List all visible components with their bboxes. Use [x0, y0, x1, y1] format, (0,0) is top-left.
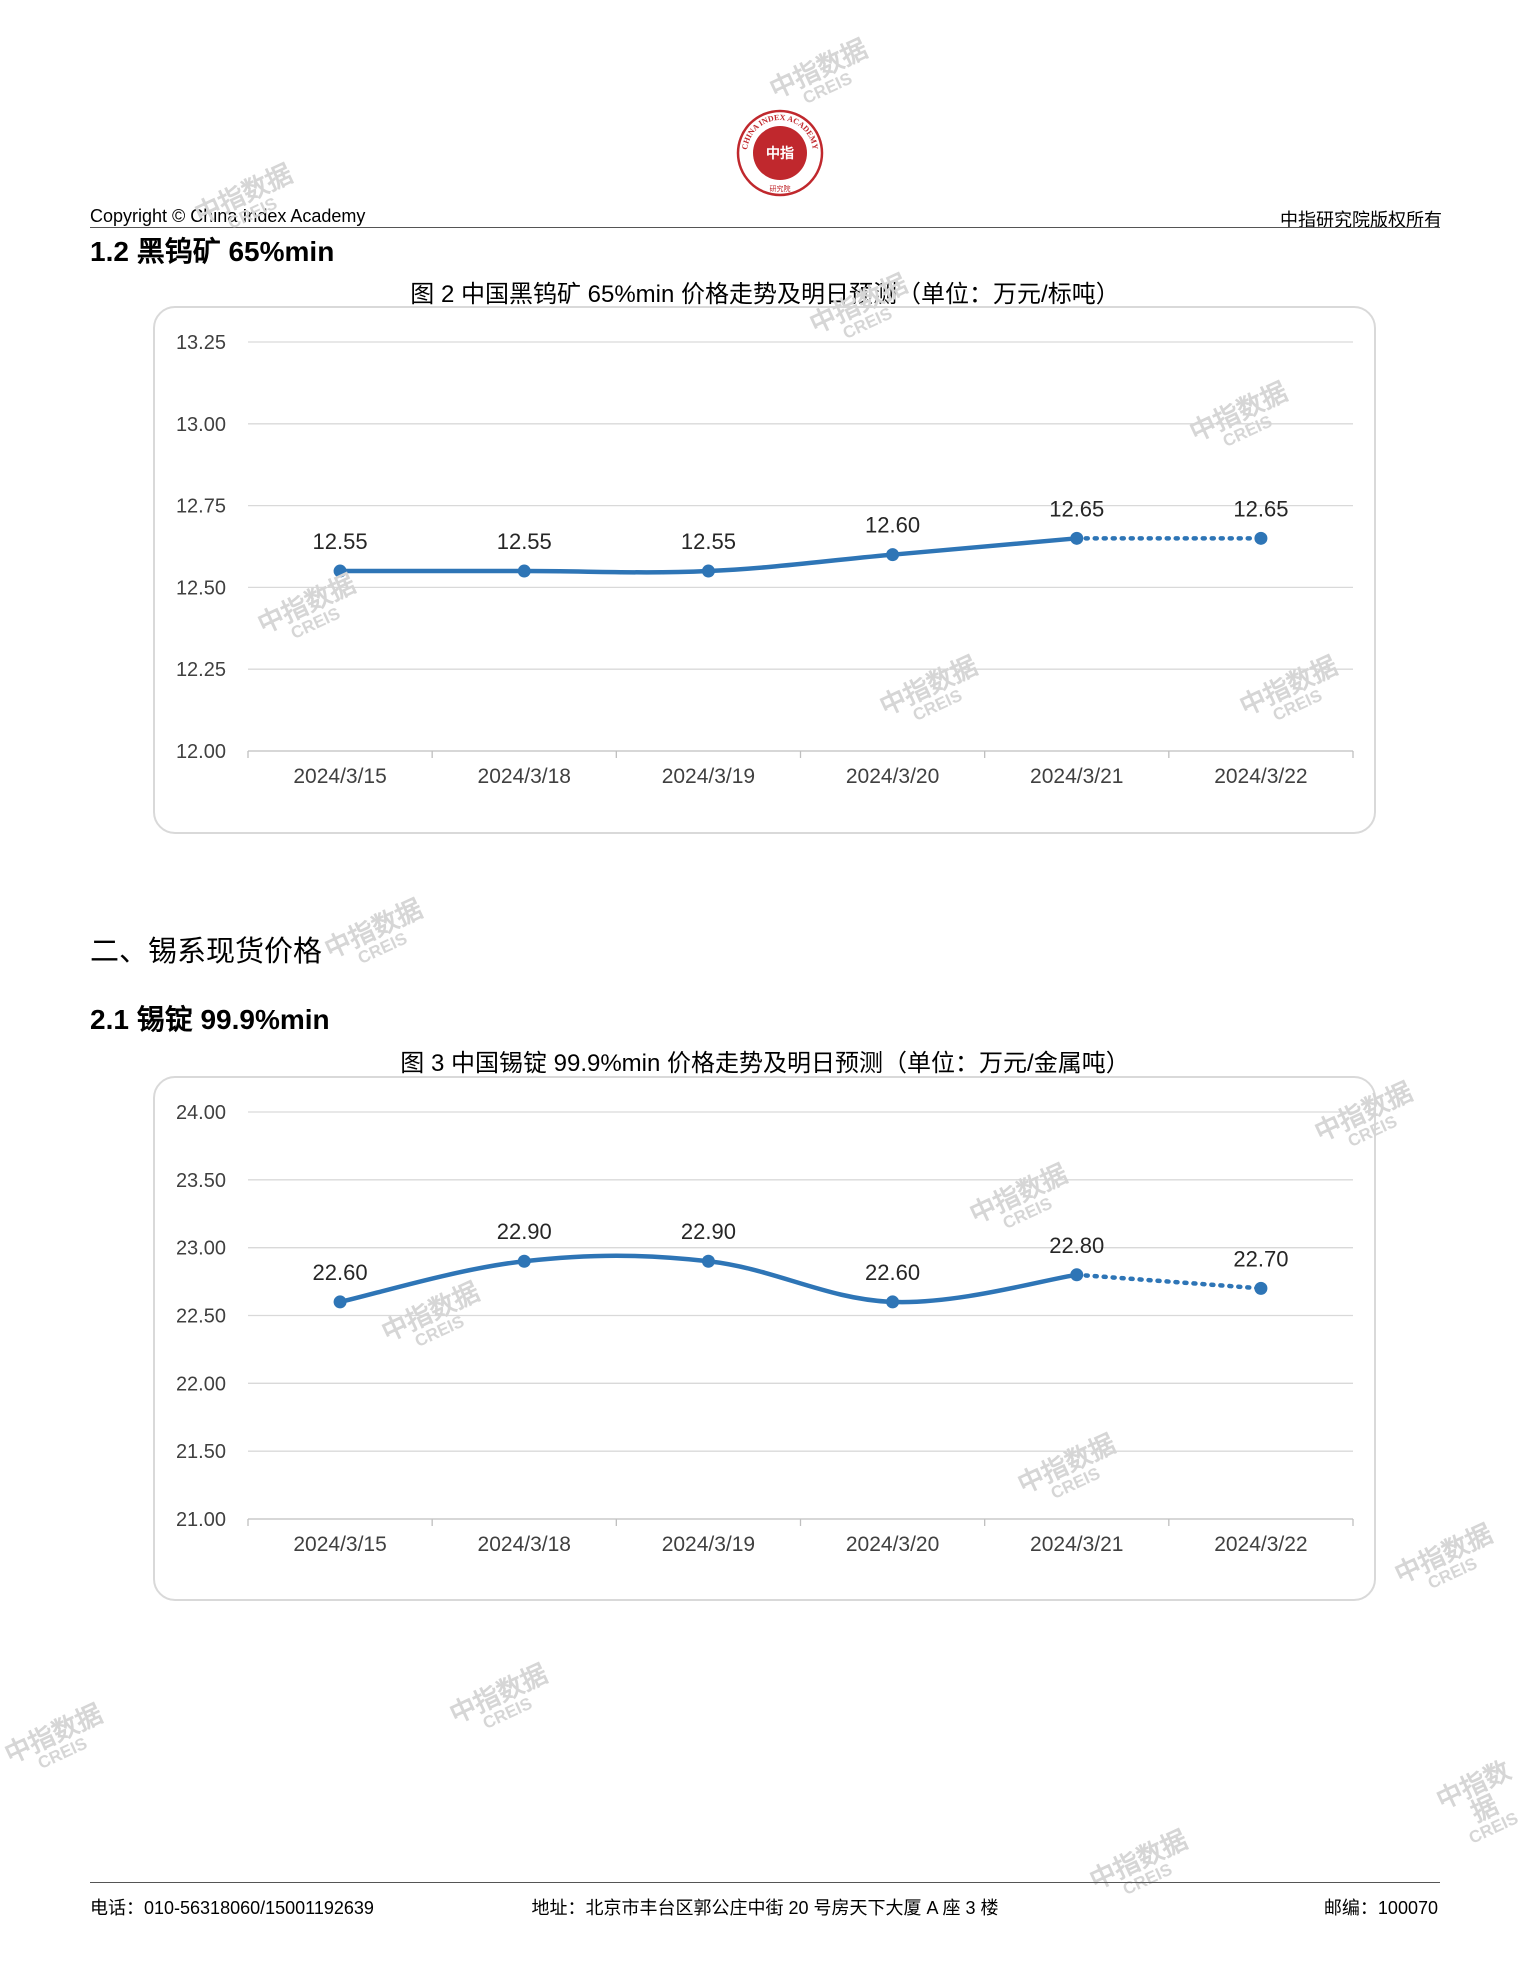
- tin-forecast-line: [1074, 1272, 1264, 1291]
- tin-xtick-label: 2024/3/18: [478, 1533, 571, 1556]
- tin-data-point: [517, 1254, 531, 1268]
- watermark: 中指数据 CREIS: [1389, 1518, 1497, 1593]
- tin-ytick-label: 24.00: [176, 1102, 226, 1124]
- tungsten-ytick-label: 13.25: [176, 332, 226, 354]
- tungsten-ytick-label: 12.50: [176, 577, 226, 599]
- tin-xtick-label: 2024/3/15: [293, 1533, 386, 1556]
- tin-ytick-label: 22.00: [176, 1373, 226, 1395]
- tin-ytick-label: 23.00: [176, 1238, 226, 1260]
- section-heading-2: 二、锡系现货价格: [90, 936, 323, 968]
- tungsten-xtick-label: 2024/3/20: [846, 765, 939, 788]
- tin-xtick-label: 2024/3/20: [846, 1533, 939, 1556]
- tungsten-data-label: 12.55: [681, 529, 736, 554]
- tin-data-label: 22.60: [865, 1260, 920, 1285]
- watermark: 中指数据 CREIS: [444, 1658, 552, 1733]
- tungsten-data-point: [517, 564, 531, 578]
- tungsten-data-label: 12.65: [1233, 496, 1288, 521]
- footer-address: 地址：北京市丰台区郭公庄中街 20 号房天下大厦 A 座 3 楼: [531, 1898, 999, 1918]
- tin-data-label: 22.90: [681, 1219, 736, 1244]
- tin-ytick-label: 23.50: [176, 1170, 226, 1192]
- tungsten-data-point: [1070, 531, 1084, 545]
- logo-bottom-text: 研究院: [770, 184, 791, 193]
- footer-phone: 电话：010-56318060/15001192639: [90, 1898, 374, 1918]
- tungsten-xtick-label: 2024/3/21: [1030, 765, 1123, 788]
- tungsten-data-label: 12.55: [497, 529, 552, 554]
- tungsten-data-point: [333, 564, 347, 578]
- logo-center-text: 中指: [766, 145, 794, 161]
- watermark: 中指数据 CREIS: [764, 33, 872, 108]
- tungsten-xtick-label: 2024/3/19: [662, 765, 755, 788]
- tin-data-point: [1070, 1268, 1084, 1282]
- tin-data-point: [701, 1254, 715, 1268]
- tin-ytick-label: 22.50: [176, 1306, 226, 1328]
- tungsten-ytick-label: 13.00: [176, 414, 226, 436]
- tungsten-xtick-label: 2024/3/18: [478, 765, 571, 788]
- tin-xtick-label: 2024/3/21: [1030, 1533, 1123, 1556]
- tungsten-data-point: [1254, 531, 1268, 545]
- tungsten-price-chart: 12.00 12.25 12.50 12.75 13.00 13.25 2024/3/15 2…: [153, 306, 1376, 834]
- tungsten-data-point: [701, 564, 715, 578]
- tin-price-chart: 21.00 21.50 22.00 22.50 23.00 23.50 24.00 2024/…: [153, 1076, 1376, 1601]
- tungsten-data-point: [886, 548, 900, 562]
- tin-data-label: 22.90: [497, 1219, 552, 1244]
- tin-data-point: [333, 1295, 347, 1309]
- header-divider: [90, 227, 1440, 228]
- tin-ytick-label: 21.00: [176, 1509, 226, 1531]
- figure-2-caption: 图 2 中国黑钨矿 65%min 价格走势及明日预测（单位：万元/标吨）: [410, 281, 1120, 308]
- section-heading-1-2: 1.2 黑钨矿 65%min: [90, 236, 335, 267]
- tungsten-ytick-label: 12.75: [176, 496, 226, 518]
- section-heading-2-1: 2.1 锡锭 99.9%min: [90, 1004, 330, 1035]
- tungsten-ytick-label: 12.00: [176, 741, 226, 763]
- watermark: 中指数据 CREIS: [319, 893, 427, 968]
- tungsten-chart-svg: 12.00 12.25 12.50 12.75 13.00 13.25 2024/3/15 2…: [176, 332, 1354, 788]
- tungsten-data-label: 12.65: [1049, 496, 1104, 521]
- china-index-academy-logo: CHINA INDEX ACADEMY 中指 研究院: [736, 109, 824, 197]
- footer-divider: [90, 1882, 1440, 1883]
- figure-3-caption: 图 3 中国锡锭 99.9%min 价格走势及明日预测（单位：万元/金属吨）: [400, 1050, 1130, 1077]
- tungsten-data-label: 12.55: [313, 529, 368, 554]
- tungsten-xtick-label: 2024/3/15: [293, 765, 386, 788]
- tin-ytick-label: 21.50: [176, 1441, 226, 1463]
- rights-text: 中指研究院版权所有: [1280, 210, 1442, 231]
- tin-xtick-label: 2024/3/19: [662, 1533, 755, 1556]
- watermark: 中指数据 CREIS: [0, 1698, 107, 1773]
- tin-xtick-label: 2024/3/22: [1214, 1533, 1307, 1556]
- footer-zip: 邮编：100070: [1323, 1898, 1438, 1918]
- tin-data-point: [1254, 1281, 1268, 1295]
- tin-data-label: 22.70: [1233, 1246, 1288, 1271]
- tin-chart-svg: 21.00 21.50 22.00 22.50 23.00 23.50 24.00 2024/…: [176, 1102, 1354, 1556]
- tin-data-label: 22.60: [313, 1260, 368, 1285]
- watermark: 中指数据 CREIS: [1431, 1754, 1522, 1848]
- tungsten-data-label: 12.60: [865, 513, 920, 538]
- copyright-text: Copyright © China Index Academy: [90, 206, 366, 226]
- tungsten-xtick-label: 2024/3/22: [1214, 765, 1307, 788]
- tin-data-label: 22.80: [1049, 1233, 1104, 1258]
- tungsten-ytick-label: 12.25: [176, 659, 226, 681]
- tin-data-point: [886, 1295, 900, 1309]
